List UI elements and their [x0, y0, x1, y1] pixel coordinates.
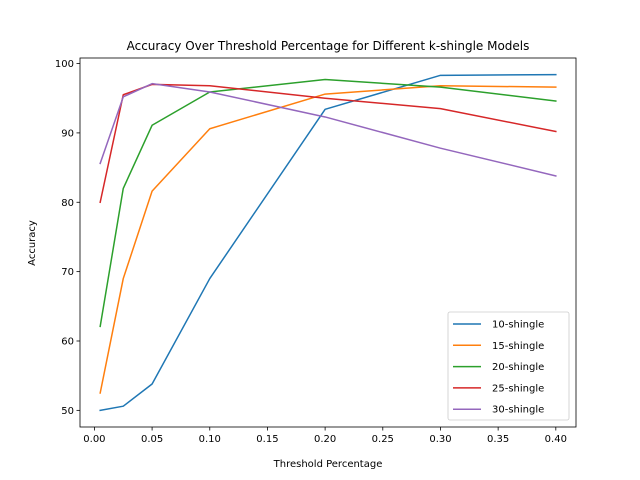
- y-tick-label: 50: [61, 406, 74, 417]
- y-tick-label: 60: [61, 336, 74, 347]
- x-tick-label: 0.25: [372, 434, 394, 445]
- x-tick-label: 0.05: [141, 434, 163, 445]
- y-tick-label: 80: [61, 198, 74, 209]
- series-line-30-shingle: [99, 82, 557, 177]
- x-tick-label: 0.00: [83, 434, 105, 445]
- x-tick-label: 0.20: [314, 434, 336, 445]
- y-tick-label: 70: [61, 267, 74, 278]
- y-axis-label: Accuracy: [27, 220, 38, 266]
- x-tick-label: 0.35: [487, 434, 509, 445]
- legend-label-20-shingle: 20-shingle: [492, 362, 544, 373]
- y-tick-label: 90: [61, 128, 74, 139]
- chart-title: Accuracy Over Threshold Percentage for D…: [127, 39, 530, 53]
- legend-label-15-shingle: 15-shingle: [492, 341, 544, 352]
- legend: 10-shingle 15-shingle 20-shingle 25-shingle…: [447, 311, 570, 421]
- x-axis-label: Threshold Percentage: [273, 459, 383, 470]
- legend-label-10-shingle: 10-shingle: [492, 320, 544, 331]
- axes-frame: [79, 57, 577, 428]
- y-tick-label: 100: [55, 59, 74, 70]
- x-tick-label: 0.15: [256, 434, 278, 445]
- series-line-10-shingle: [99, 73, 557, 412]
- plot-area: 0.00 0.05 0.10 0.15 0.20 0.25 0.30 0.35 0.40 50 60…: [55, 57, 577, 445]
- legend-label-30-shingle: 30-shingle: [492, 405, 544, 416]
- series-line-15-shingle: [99, 84, 557, 394]
- x-tick-label: 0.40: [545, 434, 567, 445]
- x-tick-label: 0.30: [429, 434, 451, 445]
- series-line-25-shingle: [99, 83, 557, 204]
- legend-box: [447, 311, 570, 421]
- x-tick-label: 0.10: [199, 434, 221, 445]
- legend-label-25-shingle: 25-shingle: [492, 383, 544, 394]
